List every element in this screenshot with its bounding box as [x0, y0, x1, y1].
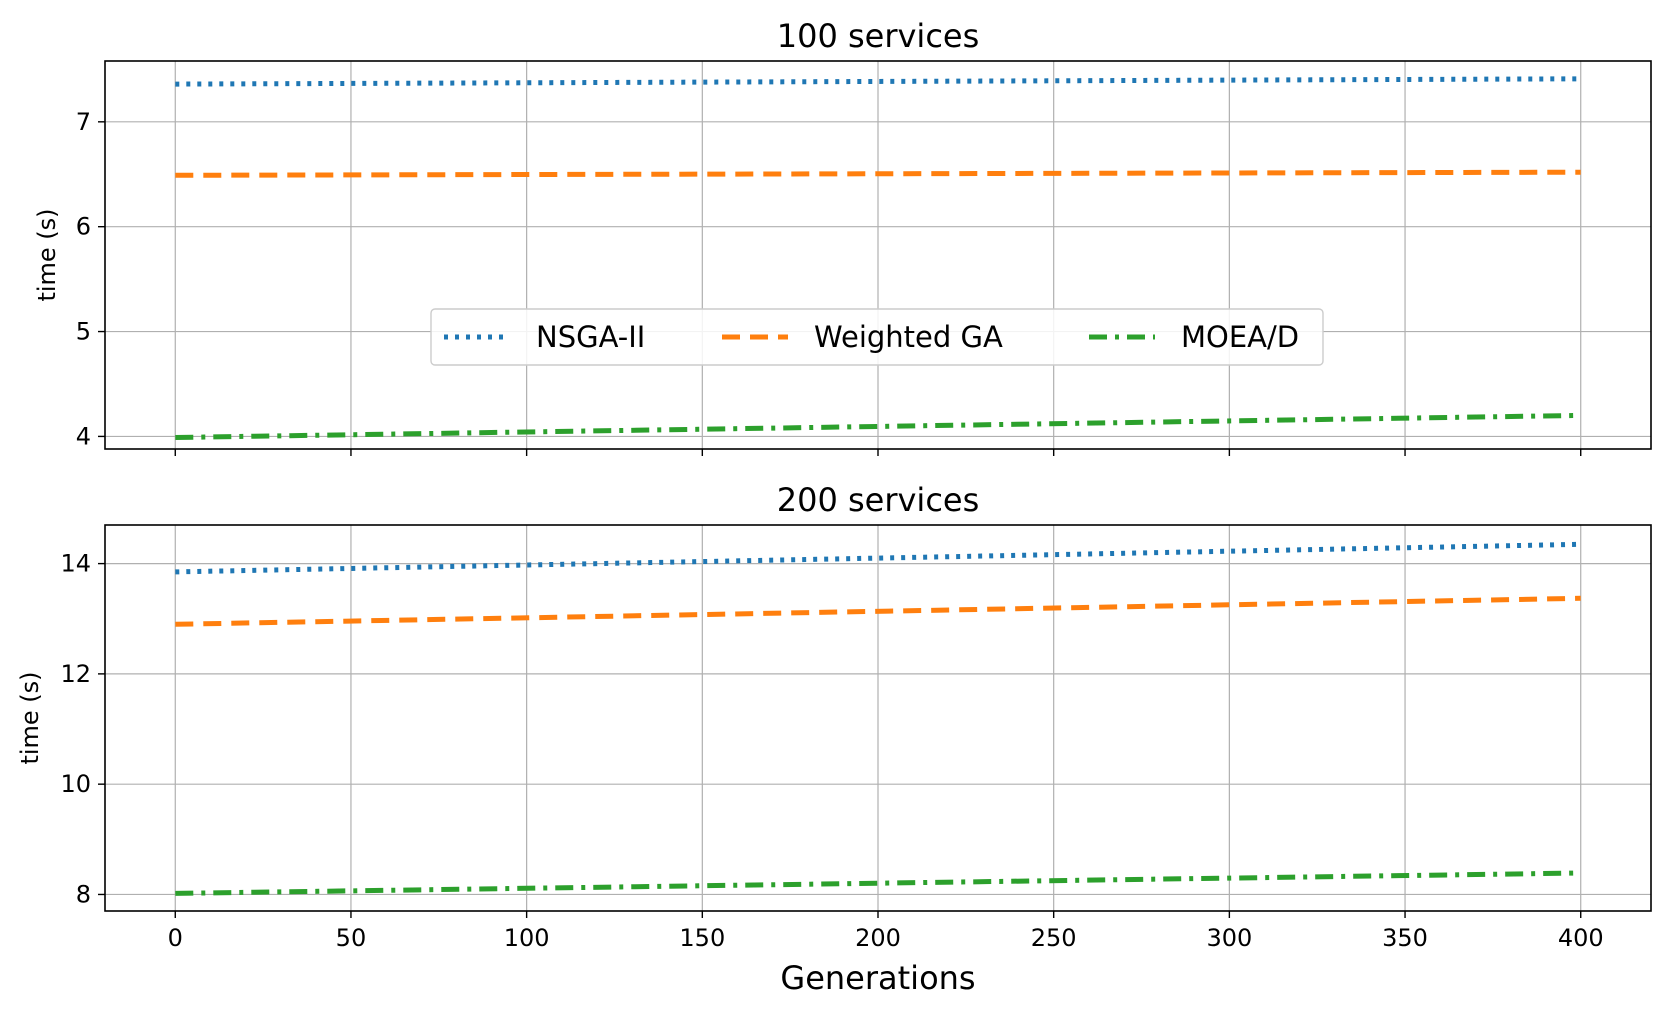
x-tick-label: 350	[1382, 924, 1428, 952]
series-line-nsga-ii	[175, 76, 1581, 87]
x-tick-label: 200	[855, 924, 901, 952]
series-line-moea-d	[175, 870, 1581, 896]
x-axis-label: Generations	[780, 959, 975, 997]
x-tick-label: 250	[1031, 924, 1077, 952]
legend-box	[430, 308, 1324, 366]
chart-title: 100 services	[777, 17, 980, 55]
y-tick-label: 12	[60, 660, 91, 688]
y-tick-label: 4	[76, 422, 91, 450]
series-line-moea-d	[175, 412, 1581, 440]
x-tick-label: 50	[336, 924, 367, 952]
legend-label: NSGA-II	[536, 320, 645, 354]
y-tick-label: 14	[60, 550, 91, 578]
y-tick-label: 8	[76, 880, 91, 908]
y-axis-label: time (s)	[33, 208, 61, 301]
legend-label: Weighted GA	[814, 320, 1003, 354]
chart-panel-1: 4 5 6 7 100 services time (s) NSGA-II Weighted …	[33, 17, 1652, 456]
series-line-weighted-ga	[175, 595, 1581, 627]
x-tick-label: 100	[504, 924, 550, 952]
x-tick-label: 300	[1206, 924, 1252, 952]
chart-title: 200 services	[777, 481, 980, 519]
legend-label: MOEA/D	[1181, 320, 1299, 354]
x-tick-label: 150	[679, 924, 725, 952]
series-line-nsga-ii	[175, 541, 1581, 575]
y-tick-label: 5	[76, 318, 91, 346]
y-tick-label: 10	[60, 770, 91, 798]
y-tick-label: 7	[76, 108, 91, 136]
y-axis-label: time (s)	[16, 671, 44, 764]
legend: NSGA-II Weighted GA MOEA/D	[430, 308, 1324, 366]
series-line-weighted-ga	[175, 169, 1581, 178]
x-tick-label: 400	[1558, 924, 1604, 952]
x-tick-label: 0	[168, 924, 183, 952]
chart-panel-2: 0 50 100 150 200 250 300 350 400 8 10 12 14 200 servi…	[16, 481, 1652, 997]
y-tick-label: 6	[76, 213, 91, 241]
